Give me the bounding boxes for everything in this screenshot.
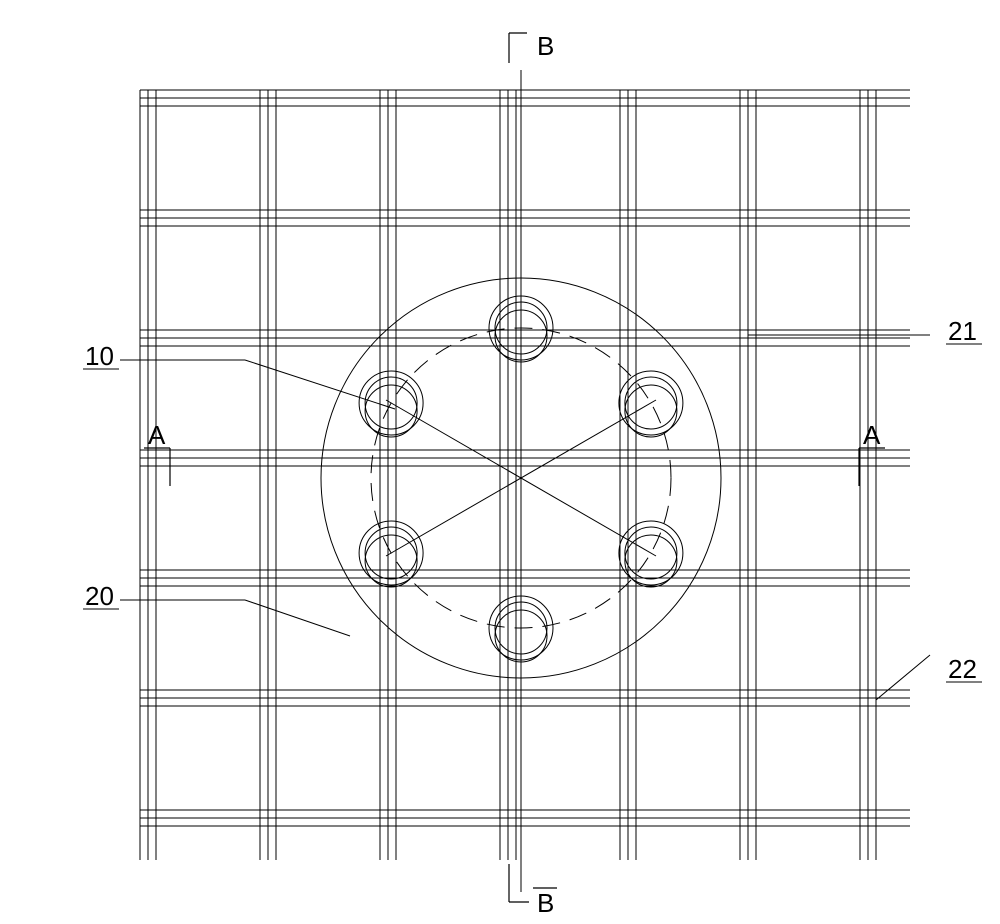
callout-label: 21	[948, 316, 977, 346]
technical-drawing: A A B B 10 20 21 22	[0, 0, 1000, 924]
section-label: A	[863, 420, 881, 450]
callout-leader	[245, 600, 350, 636]
section-label: B	[537, 888, 554, 918]
callout-label: 22	[948, 654, 977, 684]
callout-label: 10	[85, 341, 114, 371]
section-label: B	[537, 31, 554, 61]
section-label: A	[148, 420, 166, 450]
callout-label: 20	[85, 581, 114, 611]
callout-leader	[876, 655, 930, 700]
